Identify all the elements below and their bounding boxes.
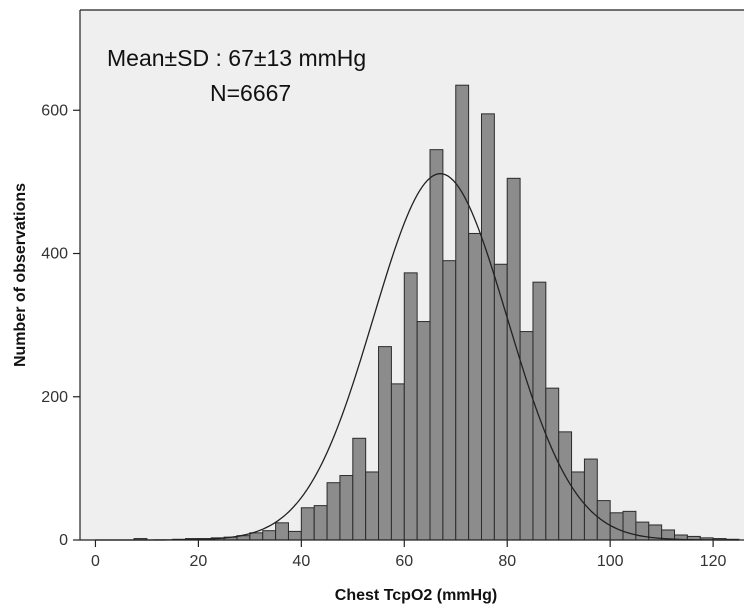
histogram-bar (533, 282, 546, 540)
histogram-bar (327, 483, 340, 540)
histogram-bar (417, 322, 430, 540)
x-tick-label: 60 (395, 553, 413, 570)
x-tick-label: 20 (189, 553, 207, 570)
x-tick-label: 40 (292, 553, 310, 570)
y-tick-label: 200 (41, 389, 68, 406)
histogram-bar (443, 261, 456, 540)
histogram-bar (469, 233, 482, 540)
histogram-bar (379, 347, 392, 540)
histogram-bar (507, 178, 520, 540)
histogram-bar (597, 501, 610, 540)
annotation-n: N=6667 (210, 80, 291, 106)
histogram-bar (572, 472, 585, 540)
histogram-bar (623, 511, 636, 540)
histogram-bar (520, 332, 533, 540)
x-tick-label: 100 (597, 553, 624, 570)
histogram-bar (263, 531, 276, 540)
histogram-bar (430, 150, 443, 540)
y-axis-title: Number of observations (12, 183, 29, 367)
histogram-bar (250, 533, 263, 540)
histogram-bar (481, 114, 494, 540)
histogram-bar (314, 506, 327, 540)
histogram-bar (404, 273, 417, 540)
histogram-bar (340, 476, 353, 540)
x-tick-label: 120 (700, 553, 727, 570)
histogram-bar (288, 531, 301, 540)
x-tick-label: 0 (91, 553, 100, 570)
histogram-bar (559, 432, 572, 540)
histogram-bar (301, 508, 314, 540)
histogram-bar (366, 472, 379, 540)
histogram-bar (276, 523, 289, 540)
histogram-bar (353, 438, 366, 540)
annotation-mean-sd: Mean±SD : 67±13 mmHg (107, 45, 366, 71)
histogram-bar (391, 384, 404, 540)
y-tick-label: 0 (59, 532, 68, 549)
histogram-bar (494, 264, 507, 540)
histogram-bar (546, 388, 559, 540)
y-tick-label: 400 (41, 246, 68, 263)
histogram-bar (456, 85, 469, 540)
x-axis-title: Chest TcpO2 (mmHg) (335, 587, 497, 604)
y-tick-label: 600 (41, 102, 68, 119)
histogram-bar (584, 459, 597, 540)
x-tick-label: 80 (498, 553, 516, 570)
